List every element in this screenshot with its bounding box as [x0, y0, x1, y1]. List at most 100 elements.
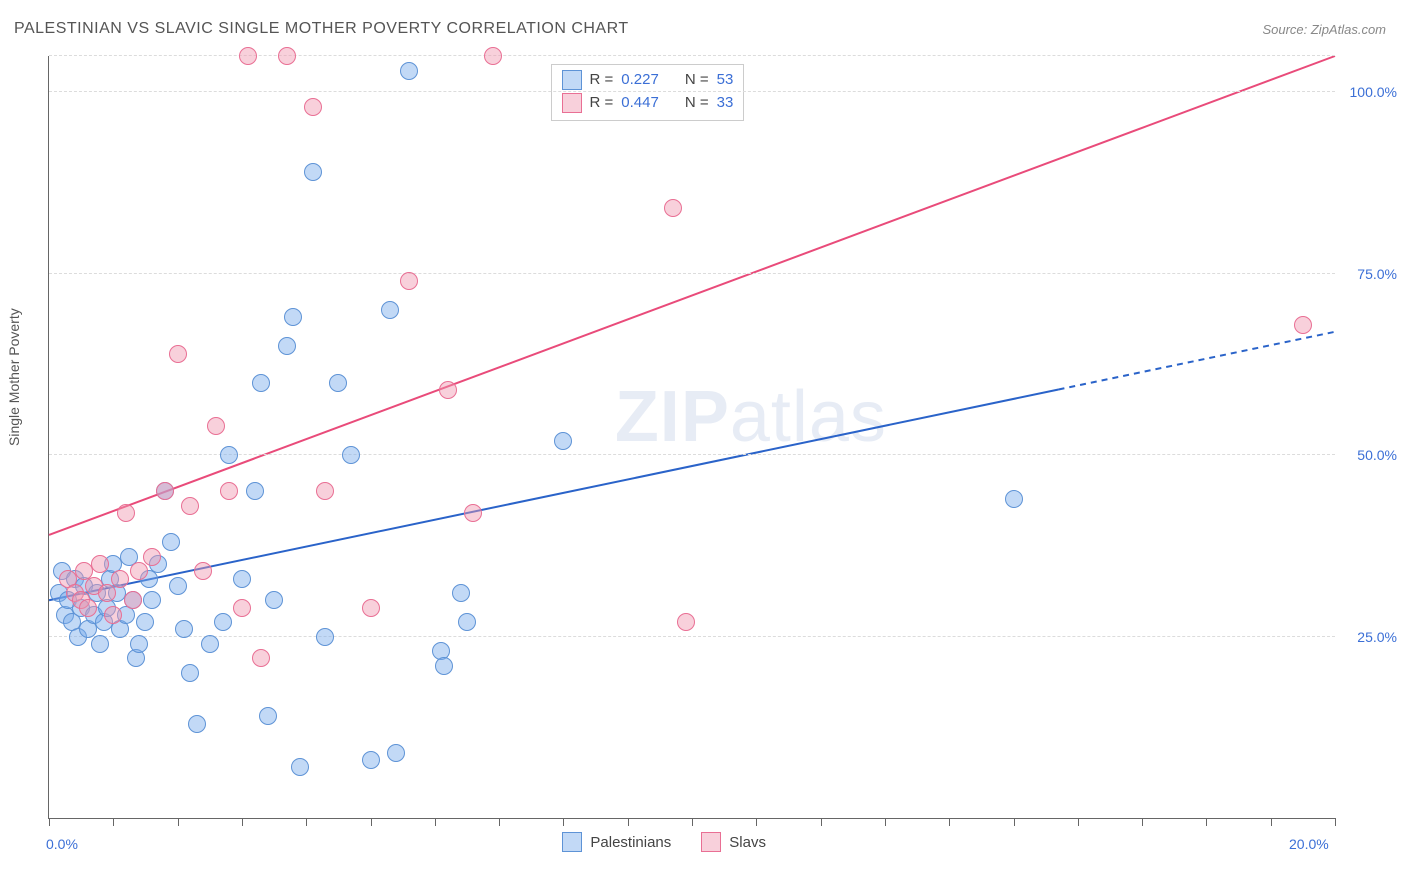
- trend-lines-svg: [49, 56, 1335, 818]
- scatter-point: [175, 620, 193, 638]
- watermark-text: ZIPatlas: [615, 376, 887, 458]
- scatter-point: [316, 628, 334, 646]
- r-value: 0.447: [621, 92, 659, 115]
- scatter-point: [136, 613, 154, 631]
- scatter-point: [124, 591, 142, 609]
- scatter-point: [435, 657, 453, 675]
- x-tick: [113, 818, 114, 826]
- x-tick: [306, 818, 307, 826]
- r-label: R =: [590, 69, 614, 92]
- x-tick: [1078, 818, 1079, 826]
- x-tick: [563, 818, 564, 826]
- source-attribution: Source: ZipAtlas.com: [1262, 22, 1386, 37]
- plot-area: ZIPatlas R =0.227N =53R =0.447N =33 25.0…: [48, 56, 1335, 819]
- scatter-point: [233, 599, 251, 617]
- scatter-point: [362, 751, 380, 769]
- scatter-point: [194, 562, 212, 580]
- x-tick: [371, 818, 372, 826]
- scatter-point: [259, 707, 277, 725]
- scatter-point: [400, 272, 418, 290]
- scatter-point: [252, 649, 270, 667]
- scatter-point: [117, 504, 135, 522]
- scatter-point: [381, 301, 399, 319]
- scatter-point: [143, 591, 161, 609]
- gridline: [49, 273, 1335, 274]
- x-tick: [885, 818, 886, 826]
- n-value: 53: [717, 69, 734, 92]
- r-label: R =: [590, 92, 614, 115]
- legend-item: Slavs: [701, 832, 766, 852]
- x-tick: [1271, 818, 1272, 826]
- legend-item: Palestinians: [562, 832, 671, 852]
- legend-swatch: [562, 832, 582, 852]
- legend-swatch: [562, 93, 582, 113]
- x-tick: [435, 818, 436, 826]
- scatter-point: [246, 482, 264, 500]
- stats-row: R = 0.227 N = 53: [562, 69, 734, 92]
- scatter-point: [387, 744, 405, 762]
- scatter-point: [252, 374, 270, 392]
- y-axis-label: Single Mother Poverty: [6, 308, 22, 446]
- x-axis-max-label: 20.0%: [1289, 836, 1329, 852]
- legend-swatch: [701, 832, 721, 852]
- x-tick: [949, 818, 950, 826]
- x-axis-min-label: 0.0%: [46, 836, 78, 852]
- gridline: [49, 636, 1335, 637]
- scatter-point: [452, 584, 470, 602]
- legend-swatch: [562, 70, 582, 90]
- scatter-point: [278, 47, 296, 65]
- scatter-point: [239, 47, 257, 65]
- x-tick: [821, 818, 822, 826]
- x-tick: [1142, 818, 1143, 826]
- scatter-point: [143, 548, 161, 566]
- scatter-point: [169, 577, 187, 595]
- scatter-point: [278, 337, 296, 355]
- scatter-point: [111, 570, 129, 588]
- scatter-point: [304, 163, 322, 181]
- stats-row: R =0.447N =33: [562, 92, 734, 115]
- n-label: N =: [685, 69, 709, 92]
- legend-label: Palestinians: [590, 834, 671, 851]
- scatter-point: [439, 381, 457, 399]
- scatter-point: [162, 533, 180, 551]
- scatter-point: [1294, 316, 1312, 334]
- scatter-point: [677, 613, 695, 631]
- scatter-point: [464, 504, 482, 522]
- scatter-point: [400, 62, 418, 80]
- scatter-point: [91, 555, 109, 573]
- scatter-point: [220, 446, 238, 464]
- scatter-point: [304, 98, 322, 116]
- scatter-point: [316, 482, 334, 500]
- scatter-point: [181, 664, 199, 682]
- scatter-point: [130, 562, 148, 580]
- scatter-point: [265, 591, 283, 609]
- gridline: [49, 91, 1335, 92]
- scatter-point: [214, 613, 232, 631]
- scatter-point: [1005, 490, 1023, 508]
- scatter-point: [201, 635, 219, 653]
- r-value: 0.227: [621, 69, 659, 92]
- n-value: 33: [717, 92, 734, 115]
- scatter-point: [104, 606, 122, 624]
- scatter-point: [91, 635, 109, 653]
- y-tick-label: 50.0%: [1342, 447, 1397, 463]
- x-tick: [692, 818, 693, 826]
- x-tick: [756, 818, 757, 826]
- scatter-point: [220, 482, 238, 500]
- x-tick: [49, 818, 50, 826]
- scatter-point: [664, 199, 682, 217]
- x-tick: [1014, 818, 1015, 826]
- trend-line-dashed: [1059, 332, 1335, 390]
- chart-container: PALESTINIAN VS SLAVIC SINGLE MOTHER POVE…: [0, 0, 1406, 892]
- x-tick: [242, 818, 243, 826]
- scatter-point: [291, 758, 309, 776]
- x-tick: [1335, 818, 1336, 826]
- y-tick-label: 75.0%: [1342, 266, 1397, 282]
- scatter-point: [329, 374, 347, 392]
- bottom-legend: Palestinians Slavs: [562, 832, 766, 852]
- stats-legend-box: R = 0.227 N = 53R = 0.447 N = 33: [551, 64, 745, 121]
- scatter-point: [458, 613, 476, 631]
- scatter-point: [233, 570, 251, 588]
- scatter-point: [130, 635, 148, 653]
- gridline: [49, 454, 1335, 455]
